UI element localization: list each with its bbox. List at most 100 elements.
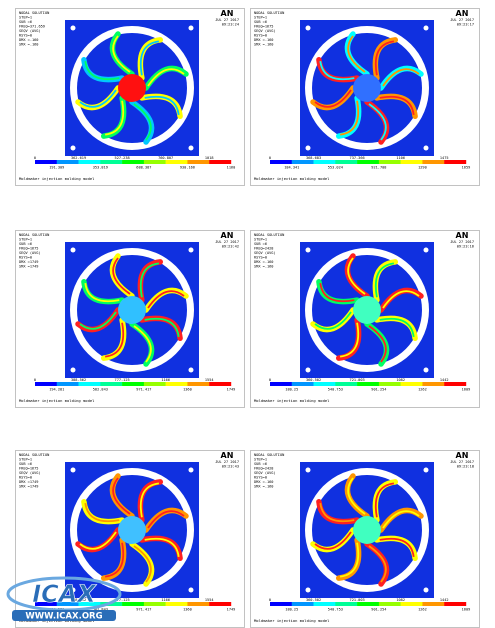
bolt-hole	[188, 367, 194, 373]
legend-swatch	[444, 382, 467, 386]
header-line: RSYS=0	[254, 476, 267, 480]
blade-edge	[347, 257, 366, 295]
legend-swatch	[143, 602, 166, 606]
header-line: STEP=1	[254, 238, 267, 242]
legend-label: 1082	[396, 598, 405, 602]
bolt-hole	[305, 145, 311, 151]
hub	[118, 74, 146, 102]
legend-swatch	[56, 160, 79, 164]
legend-label: 901.254	[371, 608, 386, 612]
legend-label: 721.003	[350, 598, 365, 602]
header-line: SUB =6	[254, 20, 267, 24]
time: 09:23:42	[222, 245, 239, 249]
header-line: DMX =.160	[254, 38, 273, 42]
bolt-hole	[423, 247, 429, 253]
legend-swatch	[100, 382, 123, 386]
legend-label: 0	[34, 598, 36, 602]
hub	[118, 296, 146, 324]
blade-edge	[112, 257, 131, 295]
blade-edge	[84, 60, 120, 81]
blade-edge	[314, 311, 352, 330]
header-line: DMX =.160	[254, 480, 273, 484]
legend-swatch	[122, 602, 145, 606]
blade-edge	[112, 477, 131, 515]
legend-swatch	[335, 160, 358, 164]
bolt-hole	[423, 367, 429, 373]
header-line: NODAL SOLUTION	[254, 11, 284, 15]
blade-edge	[368, 545, 387, 583]
footer: Moldmaker injection molding model	[19, 176, 94, 181]
bolt-hole	[70, 367, 76, 373]
legend-swatch	[291, 382, 314, 386]
legend-label: 1262	[418, 388, 427, 392]
blade-edge	[374, 40, 395, 76]
legend-swatch	[313, 382, 336, 386]
header-line: NODAL SOLUTION	[254, 233, 284, 237]
blades	[310, 253, 424, 367]
legend-swatch	[291, 160, 314, 164]
header-line: FREQ=2428	[254, 467, 273, 471]
blade-edge	[133, 545, 152, 583]
header-line: DMX =.160	[254, 260, 273, 264]
legend-label: 1442	[440, 598, 449, 602]
date: JUL 27 2017	[215, 460, 239, 464]
blade-edge	[104, 100, 125, 136]
legend-swatch	[143, 382, 166, 386]
header-line: SMX =.160	[254, 43, 273, 47]
header-line: NODAL SOLUTION	[254, 453, 284, 457]
bolt-hole	[188, 25, 194, 31]
blade-edge	[104, 542, 125, 578]
legend-label: 777.125	[115, 598, 130, 602]
header-line: NODAL SOLUTION	[19, 453, 49, 457]
blades	[75, 473, 189, 587]
header-line: SEQV (AVG)	[254, 471, 276, 475]
bolt-hole	[70, 587, 76, 593]
legend-label: 527.238	[115, 156, 130, 160]
blade-edge	[374, 482, 395, 518]
legend-label: 1749	[227, 388, 236, 392]
bolt-hole	[188, 467, 194, 473]
legend-label: 0	[269, 378, 271, 382]
blade-edge	[379, 317, 415, 338]
legend-label: 191.309	[49, 166, 64, 170]
blade-edge	[339, 322, 360, 358]
time: 09:23:18	[457, 465, 474, 469]
header-line: SUB =6	[19, 20, 32, 24]
legend-label: 360.502	[306, 378, 321, 382]
hub	[353, 516, 381, 544]
blade-edge	[147, 68, 185, 87]
legend-swatch	[187, 382, 210, 386]
blade-edge	[139, 262, 160, 298]
date: JUL 27 2017	[215, 18, 239, 22]
legend-label: 553.024	[328, 166, 343, 170]
hub	[353, 296, 381, 324]
date: JUL 27 2017	[450, 240, 474, 244]
legend-label: 1360	[183, 388, 192, 392]
bolt-hole	[423, 587, 429, 593]
time: 09:23:16	[457, 245, 474, 249]
legend-swatch	[209, 160, 232, 164]
legend-label: 194.281	[49, 388, 64, 392]
bolt-hole	[305, 247, 311, 253]
blade-edge	[319, 502, 355, 523]
bolt-hole	[423, 25, 429, 31]
legend-swatch	[400, 382, 423, 386]
legend-label: 360.502	[306, 598, 321, 602]
blade-edge	[79, 311, 117, 330]
blade-edge	[139, 482, 160, 518]
footer: Moldmaker injection molding model	[254, 398, 329, 403]
legend-label: 1082	[396, 378, 405, 382]
legend-label: 777.125	[115, 378, 130, 382]
header-line: SEQV (AVG)	[19, 471, 41, 475]
watermark: ICAX WWW.ICAX.ORG	[6, 576, 122, 622]
header-line: NODAL SOLUTION	[19, 233, 49, 237]
blade-edge	[147, 510, 185, 529]
legend-swatch	[444, 602, 467, 606]
legend-swatch	[35, 382, 57, 386]
legend-swatch	[313, 160, 336, 164]
